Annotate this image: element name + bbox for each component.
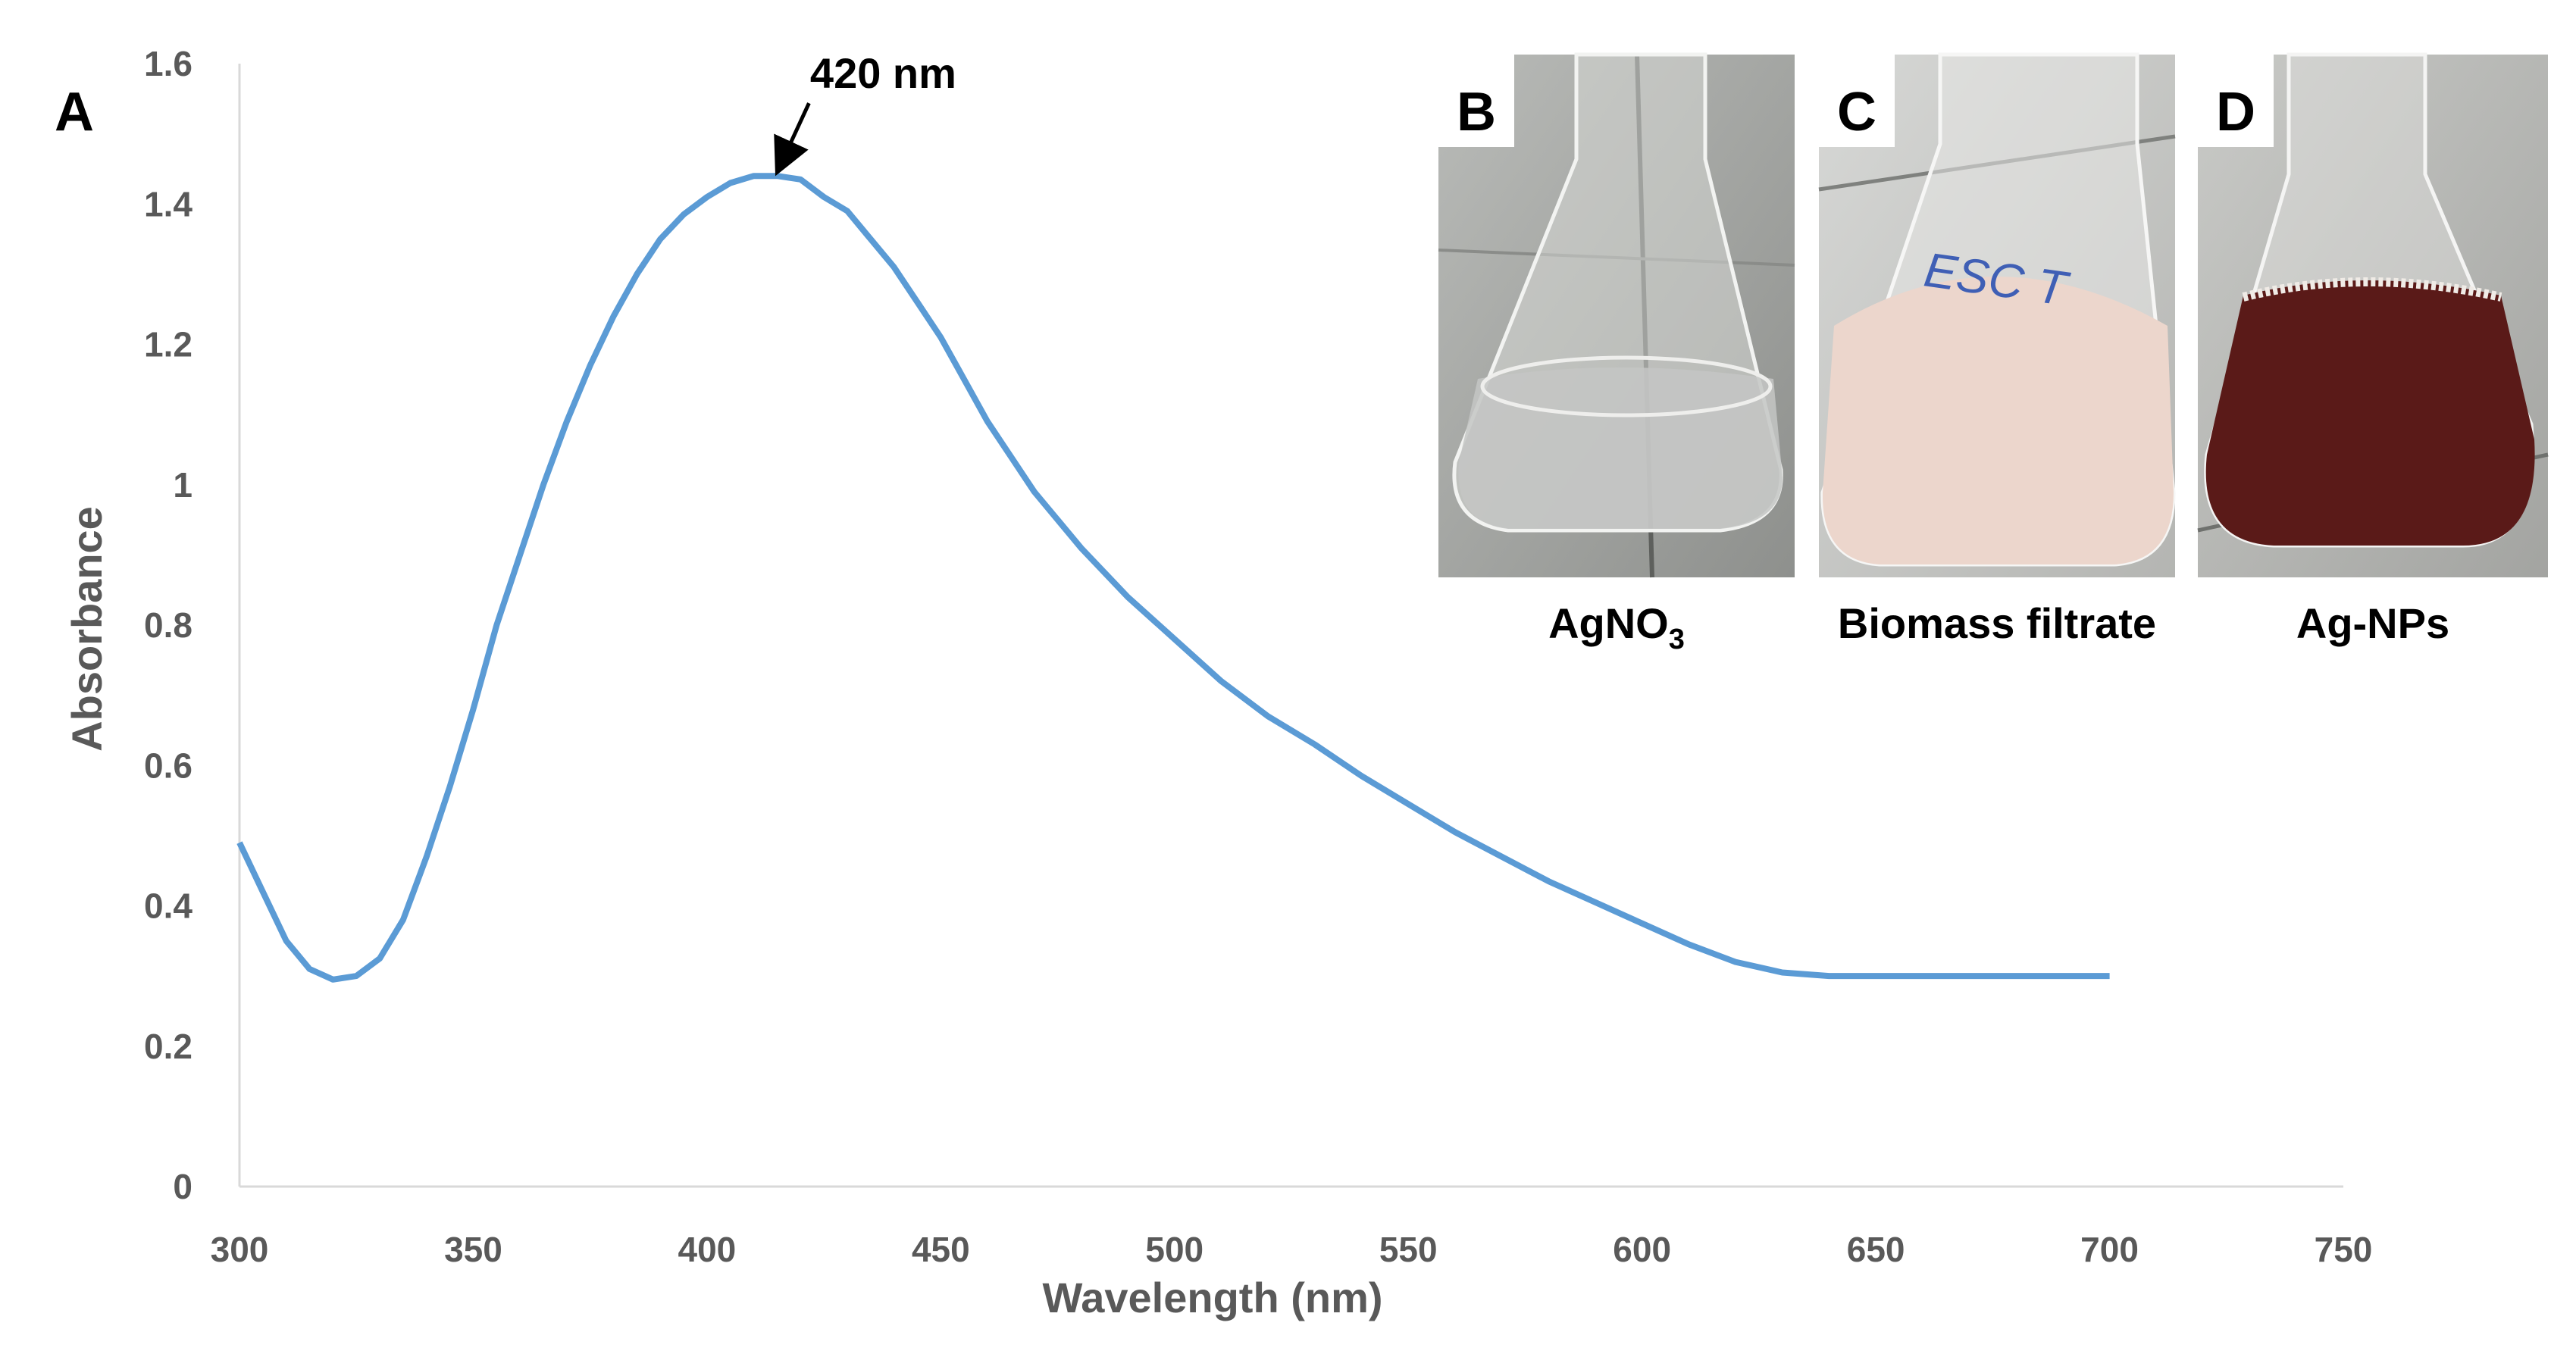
photo-b-liquid-surface [1480, 355, 1773, 417]
y-tick-label: 0.8 [144, 605, 192, 645]
peak-annotation: 420 nm [774, 49, 956, 177]
x-tick-label: 650 [1847, 1230, 1905, 1269]
photo-b-caption: AgNO3 [1548, 599, 1685, 655]
x-tick-labels: 300 350 400 450 500 550 600 650 700 750 [211, 1230, 2373, 1269]
peak-arrow [774, 102, 811, 177]
y-tick-labels: 0 0.2 0.4 0.6 0.8 1 1.2 1.4 1.6 [144, 44, 192, 1206]
y-tick-label: 0.4 [144, 887, 192, 926]
y-tick-label: 0.6 [144, 746, 192, 785]
y-tick-label: 1.6 [144, 44, 192, 83]
photo-b-letter: B [1457, 82, 1496, 142]
photo-d-liquid [2205, 280, 2535, 546]
x-tick-label: 550 [1379, 1230, 1438, 1269]
photo-panel-c: ESC T C Biomass filtrate [1818, 52, 2176, 647]
panel-letter-a: A [55, 82, 94, 142]
y-tick-label: 1.4 [144, 184, 192, 224]
photo-c-liquid [1822, 277, 2174, 564]
photo-c-letter-box [1819, 55, 1895, 147]
axes [238, 64, 2343, 1188]
y-axis-title: Absorbance [63, 506, 111, 752]
x-tick-label: 300 [211, 1230, 269, 1269]
photo-c-caption: Biomass filtrate [1838, 599, 2156, 647]
photo-d-letter-box [2198, 55, 2274, 147]
x-tick-label: 500 [1145, 1230, 1203, 1269]
photo-panel-b: B AgNO3 [1438, 52, 1795, 655]
x-tick-label: 350 [444, 1230, 502, 1269]
photo-d-letter: D [2216, 82, 2255, 142]
x-tick-label: 600 [1613, 1230, 1671, 1269]
photo-d-caption: Ag-NPs [2296, 599, 2449, 647]
y-tick-label: 1 [173, 465, 192, 505]
y-tick-label: 0.2 [144, 1027, 192, 1066]
photo-d-foam [2242, 277, 2502, 302]
peak-label: 420 nm [810, 49, 956, 97]
photo-b-letter-box [1438, 55, 1514, 147]
series-group [236, 173, 2110, 983]
y-tick-label: 1.2 [144, 325, 192, 364]
photo-c-letter: C [1837, 82, 1876, 142]
photo-b-liquid [1458, 367, 1783, 529]
photo-panel-d: D Ag-NPs [2197, 52, 2549, 647]
x-tick-label: 750 [2315, 1230, 2373, 1269]
x-tick-label: 700 [2080, 1230, 2139, 1269]
x-tick-label: 400 [678, 1230, 737, 1269]
x-tick-label: 450 [912, 1230, 970, 1269]
y-tick-label: 0 [173, 1167, 192, 1206]
x-axis-title: Wavelength (nm) [1042, 1274, 1382, 1321]
series-line-0 [236, 173, 2110, 983]
